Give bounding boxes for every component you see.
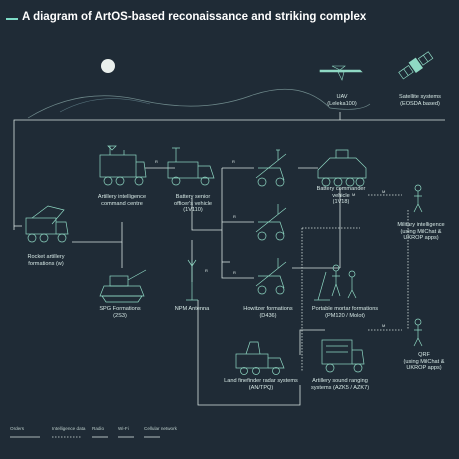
legend-wifi: Wi-Fi — [118, 426, 129, 431]
rocket-label: Rocket artillery formations (w) — [27, 254, 65, 267]
svg-text:M: M — [382, 189, 385, 194]
legend-radio: Radio — [92, 426, 105, 431]
military-intel-label: Military intelligence (using MilChat & UKR… — [397, 222, 445, 242]
howitzer-icon — [255, 204, 287, 241]
sound-ranging-truck-icon — [321, 339, 365, 373]
soldier-icon — [413, 318, 423, 347]
uav-label: UAV (Leleka100) — [327, 94, 357, 107]
mortar-label: Portable mortar formations (PM120 / Molot… — [311, 306, 379, 319]
apc-icon — [317, 149, 367, 187]
spg-icon — [99, 269, 147, 303]
legend-cellular: Cellular network — [144, 426, 177, 431]
svg-text:R: R — [233, 270, 236, 275]
senior-officer-label: Battery senior officer's vehicle (1V110) — [174, 194, 212, 214]
howitzer-label: Howitzer formations (D436) — [243, 306, 293, 319]
svg-text:M: M — [352, 192, 355, 197]
radio-marker: R — [155, 159, 158, 164]
legend-orders: Orders — [10, 426, 25, 431]
svg-text:R: R — [205, 268, 208, 273]
page-title: A diagram of ArtOS-based reconaissance a… — [22, 11, 367, 23]
antenna-icon — [186, 259, 198, 301]
launcher-truck-icon — [25, 205, 69, 243]
uav-icon — [319, 65, 363, 81]
radar-truck-icon — [235, 341, 285, 375]
moon-icon — [101, 59, 115, 73]
howitzer-icon — [255, 258, 287, 295]
svg-text:R: R — [232, 159, 235, 164]
satellite-icon — [398, 51, 434, 80]
soldier-icon — [413, 184, 423, 213]
rangefinder-label: Land finefinder radar systems (AN/TPQ) — [224, 378, 298, 391]
satellite-label: Satellite systems (EOSDA based) — [399, 94, 441, 107]
antenna-label: NPM Antenna — [174, 306, 210, 312]
sound-ranging-label: Artillery sound ranging systems (AZK5 / A… — [310, 378, 370, 391]
howitzer-icon — [255, 149, 287, 187]
intel-centre-label: Artillery intelligence command centre — [97, 194, 147, 207]
officer-vehicle-icon — [167, 147, 215, 186]
battery-commander-label: Battery commander vehicle (1V18) — [316, 186, 366, 206]
svg-text:R: R — [233, 214, 236, 219]
legend-intel: Intelligence data — [52, 426, 86, 431]
qrf-label: QRF (using MilChat & UKROP apps) — [403, 352, 445, 372]
command-truck-icon — [99, 145, 147, 186]
mountains-icon — [27, 88, 371, 119]
mortar-icon — [314, 264, 357, 301]
svg-text:M: M — [382, 323, 385, 328]
title-accent-bar — [6, 18, 18, 20]
spg-label: SPG Formations (2S3) — [99, 306, 141, 319]
